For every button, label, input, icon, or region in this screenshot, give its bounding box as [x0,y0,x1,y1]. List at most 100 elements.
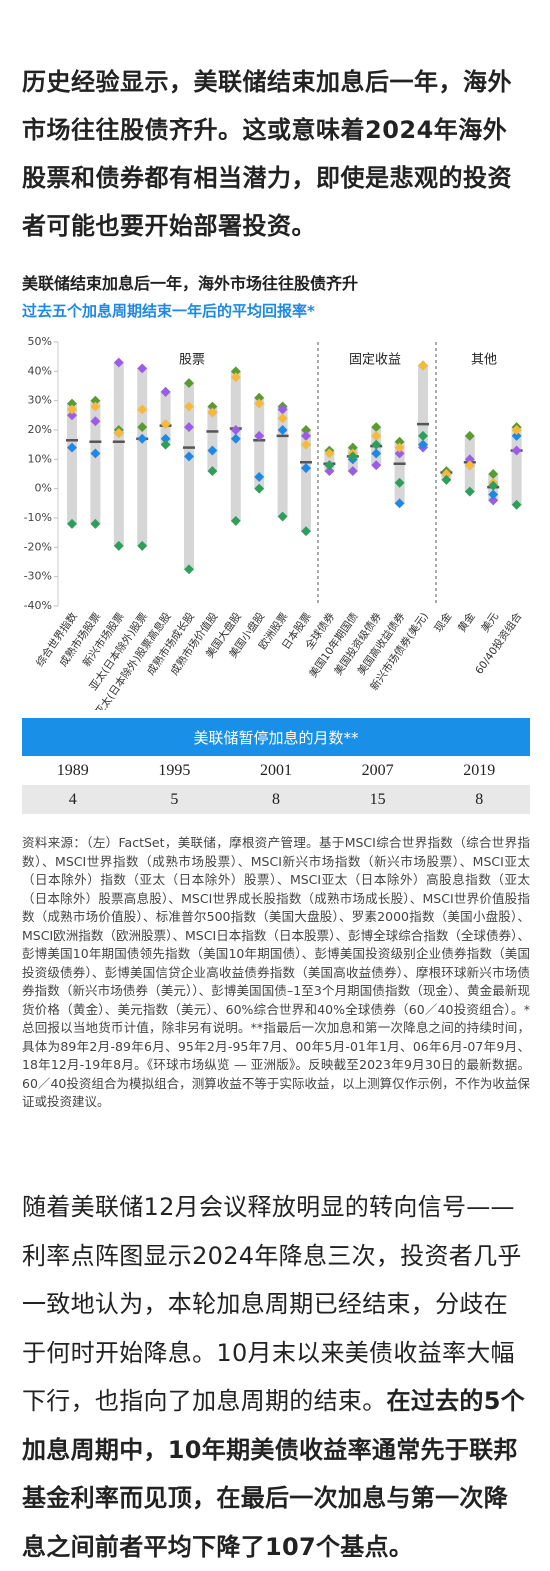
data-point [90,448,101,459]
data-point [67,398,77,409]
data-point [67,404,77,415]
data-point [207,401,218,412]
data-point [230,372,241,383]
range-bar [90,400,101,524]
data-point [371,460,382,471]
chart-subtitle: 过去五个加息周期结束一年后的平均回报率* [22,302,315,320]
data-point [184,401,194,412]
y-tick-label: 30% [28,394,52,407]
range-bar [160,391,171,445]
y-tick-label: -30% [24,570,52,583]
y-tick-label: 0% [35,482,52,495]
range-bar [301,430,311,532]
y-tick-label: -20% [24,540,52,553]
range-bar [207,406,218,472]
data-point [184,451,194,462]
group-label: 固定收益 [349,353,401,368]
data-point [464,460,475,471]
data-point [207,445,218,456]
chart-title: 美联储结束加息后一年，海外市场往往股债齐升 [22,274,359,293]
data-point [160,386,171,397]
data-point [160,439,171,450]
data-point [207,407,218,418]
months-cell: 15 [326,785,429,814]
range-bar [230,371,241,521]
data-point [394,498,405,509]
data-point [137,422,148,433]
group-label: 其他 [471,353,497,368]
data-point [184,378,194,389]
year-cell: 1995 [158,761,191,779]
chart: -40% -30% -20% -10% 0% 10% 20% 30% 40% 50% 股票 固定收益 其… [24,335,525,710]
months-cell: 8 [428,785,530,814]
data-point [511,425,522,435]
year-cell: 2019 [463,761,496,779]
source-note: 资料来源：（左）FactSet，美联储，摩根资产管理。基于MSCI综合世界指数（… [22,835,530,1109]
intro-paragraph: 历史经验显示，美联储结束加息后一年，海外市场往往股债齐升。这或意味着2024年海… [22,68,512,240]
data-point [67,410,77,421]
data-point [137,540,148,551]
data-point [137,404,148,415]
data-point [230,366,241,377]
data-point [324,460,335,471]
data-point [371,422,382,433]
data-point [464,454,475,465]
x-tick-label: 现金 [432,610,455,635]
y-tick-label: 50% [28,335,52,348]
range-bar [67,403,77,524]
years-row: 1989 1995 2001 2007 2019 [22,756,530,785]
data-point [324,466,335,477]
range-bar [137,368,148,546]
data-point [90,401,101,412]
range-bar [511,427,522,505]
y-tick-label: 10% [28,452,52,465]
data-point [394,477,405,488]
year-cell: 2007 [361,761,394,779]
bold-text: 在过去的5个加息周期中，10年期美债收益率通常先于联邦基金利率而见顶，在最后一次… [22,1387,525,1561]
data-point [230,433,241,444]
range-bar [394,441,405,504]
months-cell: 4 [22,785,124,814]
data-point [137,363,148,374]
text-run: 随着美联储12月会议释放明显的转向信号——利率点阵图显示2024年降息三次，投资… [22,1193,522,1415]
data-point [160,433,171,444]
range-bar [418,365,428,448]
data-point [90,395,101,406]
data-point [207,466,218,477]
table-header: 美联储暂停加息的月数** [22,718,530,756]
pause-table: 美联储暂停加息的月数** 1989 1995 2001 2007 2019 4 5 8 15 8 [22,718,530,814]
range-bar [184,383,194,570]
range-bar [277,406,288,517]
data-point [254,430,265,441]
range-bar [113,362,124,546]
data-point [90,416,101,427]
year-cell: 1989 [56,761,89,779]
year-cell: 2001 [259,761,292,779]
data-point [113,427,124,438]
x-tick-label: 美元 [478,610,501,635]
months-cell: 5 [123,785,226,814]
y-tick-label: 40% [28,364,52,377]
data-point [254,392,265,403]
data-point [347,466,358,477]
closing-paragraph: 随着美联储12月会议释放明显的转向信号——利率点阵图显示2024年降息三次，投资… [22,1183,530,1571]
data-point [511,445,522,456]
data-point [137,433,148,444]
data-point [511,499,522,510]
months-cell: 8 [225,785,327,814]
x-tick-label: 黄金 [455,610,478,635]
range-bar [254,397,265,489]
data-point [511,430,522,441]
data-point [230,425,241,435]
data-point [254,398,265,409]
group-label: 股票 [179,353,205,368]
data-point [488,489,499,500]
data-point [160,419,171,430]
y-tick-label: -40% [24,599,52,612]
data-point [67,442,77,453]
y-tick-label: 20% [28,423,52,436]
months-row: 4 5 8 15 8 [22,785,530,814]
y-tick-label: -10% [24,511,52,524]
data-point [184,422,194,433]
